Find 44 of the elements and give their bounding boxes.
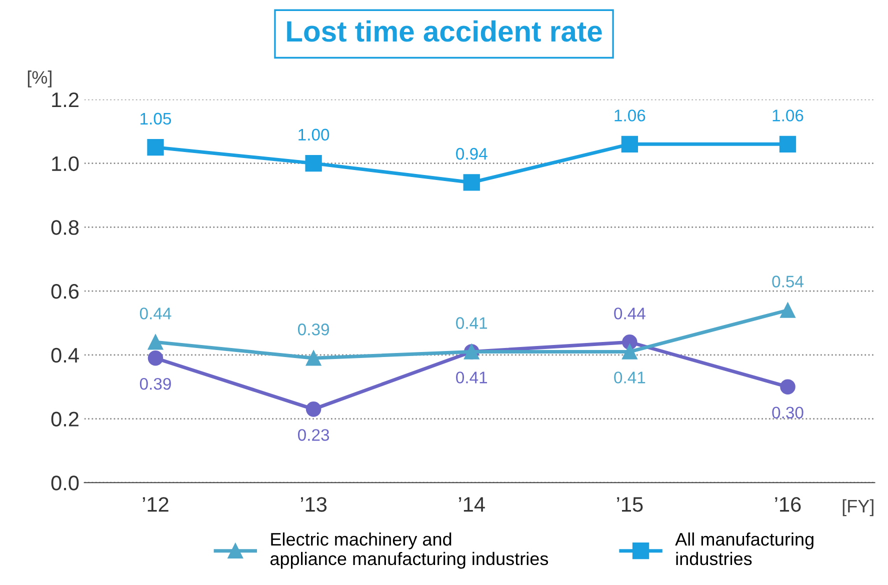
y-tick-label: 1.0: [52, 156, 79, 172]
y-tick-label: 1.2: [52, 92, 78, 107]
data-label: 0.39: [298, 324, 329, 336]
data-label: 0.41: [614, 372, 646, 384]
point: [148, 350, 164, 366]
x-tick-label: ’12: [142, 497, 168, 512]
y-tick-label: 0.8: [51, 220, 79, 235]
y-tick-label: 0.6: [51, 284, 79, 299]
point: [780, 379, 796, 394]
point: [147, 139, 164, 156]
point: [622, 344, 638, 360]
data-label: 0.44: [614, 308, 646, 320]
point: [148, 334, 164, 350]
point: [779, 136, 796, 152]
data-label: 0.41: [456, 317, 488, 329]
data-label: 0.54: [772, 276, 804, 288]
data-label: 0.30: [772, 406, 804, 419]
chart-title: Lost time accident rate: [287, 20, 602, 42]
x-axis-title: [FY]: [842, 499, 874, 516]
data-label: 1.05: [140, 112, 172, 125]
data-label: 0.39: [140, 378, 171, 390]
y-tick-label: 0.0: [51, 476, 79, 490]
y-axis-title: [%]: [28, 70, 52, 88]
point: [306, 402, 322, 417]
point: [463, 174, 480, 191]
point: [305, 154, 322, 172]
data-label: 1.06: [772, 110, 804, 122]
data-label: 1.00: [298, 128, 330, 141]
data-label: 0.23: [298, 429, 330, 441]
point: [780, 302, 796, 318]
x-tick-label: ’16: [775, 497, 801, 512]
point: [621, 136, 638, 152]
data-label: 1.06: [614, 110, 646, 122]
x-tick-label: ’14: [459, 497, 485, 512]
data-label: 0.41: [456, 372, 488, 384]
legend-label: All manufacturing industries: [675, 532, 814, 566]
y-tick-label: 0.4: [51, 348, 79, 363]
x-tick-label: ’13: [300, 497, 327, 512]
y-tick-label: 0.2: [51, 412, 78, 427]
data-label: 0.44: [140, 308, 172, 320]
legend-label: Electric machinery and appliance manufacturing industries: [270, 532, 548, 569]
x-tick-label: ’15: [617, 497, 643, 512]
point: [306, 350, 322, 366]
data-label: 0.94: [456, 148, 488, 160]
